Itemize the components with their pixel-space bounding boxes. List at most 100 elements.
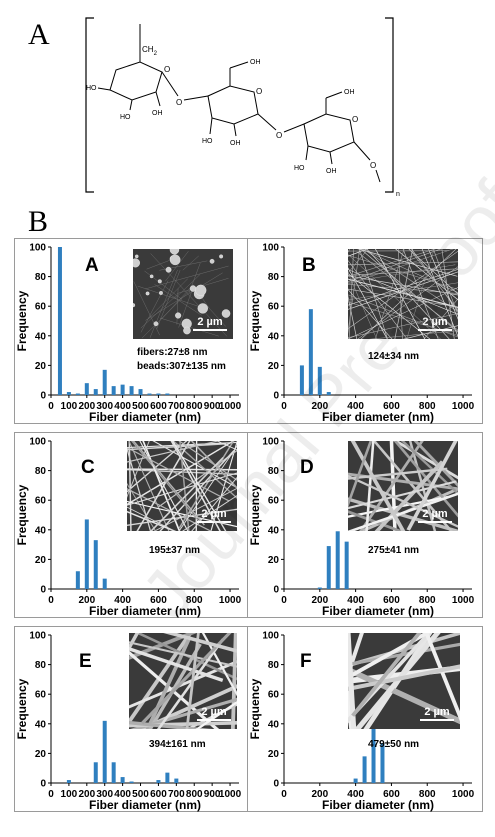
y-tick-label: 20: [268, 361, 280, 372]
scale-label-f: 2 µm: [424, 706, 450, 718]
y-tick-label: 80: [35, 466, 47, 477]
x-tick-label: 800: [419, 401, 436, 412]
y-tick-label: 0: [273, 779, 279, 790]
x-tick-label: 900: [204, 401, 221, 412]
annotation-d: 275±41 nm: [368, 545, 420, 556]
ring-3: [303, 113, 355, 153]
annotation-a-fibers: fibers:27±8 nm: [137, 347, 208, 358]
x-axis-label: Fiber diameter (nm): [89, 410, 201, 424]
y-tick-label: 60: [35, 302, 47, 313]
ring3-o-label: O: [352, 115, 358, 124]
histogram-bar: [57, 247, 62, 395]
ring1-ho-label-2: HO: [120, 114, 131, 121]
y-tick-label: 0: [273, 585, 279, 596]
sem-image-a: 2 µm: [133, 249, 233, 339]
x-tick-label: 600: [383, 401, 400, 412]
y-tick-label: 100: [29, 243, 46, 254]
histogram-panel-d: 0 20 40 60 80 100 0 200 400 600 800 1000 Fiber diame…: [247, 432, 483, 618]
ch2-label: CH2: [142, 45, 158, 57]
histogram-bar: [93, 762, 98, 783]
sem-image-c: 2 µm: [127, 441, 237, 531]
x-tick-label: 600: [150, 595, 167, 606]
section-a-label: A: [28, 18, 50, 51]
y-tick-label: 0: [273, 391, 279, 402]
x-tick-label: 200: [78, 595, 95, 606]
repeat-n-label: n: [396, 191, 400, 198]
histogram-bar: [156, 393, 161, 395]
x-tick-label: 400: [114, 401, 131, 412]
x-tick-label: 400: [347, 595, 364, 606]
y-tick-label: 100: [262, 243, 279, 254]
histogram-panel-b: 0 20 40 60 80 100 0 200 400 600 800 1000 Fiber diame…: [247, 238, 483, 424]
x-tick-label: 600: [383, 595, 400, 606]
link1-o-label: O: [176, 98, 182, 107]
histogram-bar: [174, 778, 179, 783]
x-tick-label: 1000: [219, 401, 242, 412]
y-tick-label: 100: [262, 437, 279, 448]
histogram-bar: [129, 386, 134, 395]
y-tick-label: 60: [268, 302, 280, 313]
y-tick-label: 80: [268, 660, 280, 671]
histogram-bar: [335, 531, 340, 589]
y-axis-label: Frequency: [15, 678, 29, 739]
ring2-oh-label-top: OH: [250, 59, 261, 66]
annotation-c: 195±37 nm: [149, 545, 201, 556]
histogram-bar: [93, 540, 98, 589]
ring2-ho-label: HO: [202, 138, 213, 145]
histogram-bar: [165, 772, 170, 783]
x-tick-label: 0: [48, 401, 54, 412]
y-tick-label: 80: [35, 660, 47, 671]
y-tick-label: 20: [268, 749, 280, 760]
histogram-bar: [66, 780, 71, 783]
y-tick-label: 60: [268, 496, 280, 507]
y-axis-label: Frequency: [15, 484, 29, 545]
x-tick-label: 800: [186, 789, 203, 800]
x-tick-label: 400: [114, 595, 131, 606]
scale-bar-d: 2 µm: [418, 508, 452, 523]
y-tick-label: 80: [268, 272, 280, 283]
ring2-o-label: O: [256, 87, 262, 96]
x-tick-label: 300: [96, 789, 113, 800]
y-tick-label: 20: [35, 749, 47, 760]
histogram-bar: [344, 541, 349, 589]
histogram-bar: [75, 393, 80, 395]
scale-bar-c: 2 µm: [197, 508, 231, 523]
ring1-oh-label: OH: [152, 110, 163, 117]
terminal-o-label: O: [370, 161, 376, 170]
scale-bar-b: 2 µm: [418, 316, 452, 331]
histogram-bar: [138, 389, 143, 395]
histogram-bar: [317, 587, 322, 589]
histogram-bar: [93, 389, 98, 395]
x-tick-label: 200: [311, 401, 328, 412]
y-tick-label: 100: [29, 631, 46, 642]
histogram-panel-c: 0 20 40 60 80 100 0 200 400 600 800 1000 Fiber diame…: [14, 432, 250, 618]
x-tick-label: 400: [347, 401, 364, 412]
ring3-oh-label-top: OH: [344, 89, 355, 96]
x-tick-label: 0: [281, 401, 287, 412]
histogram-bar: [147, 393, 152, 395]
histogram-bar: [75, 571, 80, 589]
link2-o-label: O: [276, 131, 282, 140]
x-tick-label: 1000: [452, 595, 475, 606]
annotation-f: 479±50 nm: [368, 739, 420, 750]
histogram-bar: [129, 781, 134, 783]
ring3-ho-label: HO: [294, 165, 305, 172]
sem-image-f: 2 µm: [348, 633, 460, 729]
x-tick-label: 100: [61, 789, 78, 800]
x-tick-label: 200: [311, 789, 328, 800]
scale-bar-e: 2 µm: [197, 706, 231, 721]
y-tick-label: 60: [35, 690, 47, 701]
x-tick-label: 200: [78, 789, 95, 800]
histogram-bar: [111, 386, 116, 395]
histogram-bar: [317, 366, 322, 395]
histogram-bar: [102, 720, 107, 783]
histogram-bar: [308, 309, 313, 395]
x-axis-label: Fiber diameter (nm): [322, 410, 434, 424]
histogram-bar: [362, 756, 367, 783]
scale-label-e: 2 µm: [201, 706, 227, 718]
x-tick-label: 800: [186, 595, 203, 606]
panel-label-b: B: [302, 255, 316, 276]
x-tick-label: 800: [186, 401, 203, 412]
